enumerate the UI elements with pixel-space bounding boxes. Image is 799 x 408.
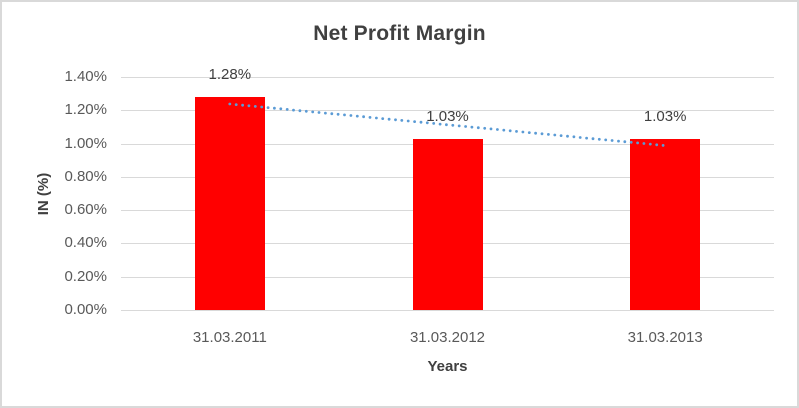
bar — [194, 96, 265, 310]
y-tick-label: 0.80% — [64, 167, 107, 185]
trendline-dot — [527, 131, 531, 135]
trendline-dot — [540, 132, 544, 136]
trendline-dot — [343, 113, 346, 117]
trendline-dot — [617, 139, 620, 143]
trendline-dot — [547, 133, 550, 136]
trendline-dot — [330, 112, 334, 116]
x-tick-label: 31.03.2013 — [627, 329, 703, 346]
trendline-dot — [591, 137, 595, 141]
trendline-dot — [508, 129, 512, 133]
trendline-dot — [483, 126, 487, 130]
trendline-dot — [559, 134, 563, 138]
trendline-dot — [515, 130, 518, 133]
trendline-dot — [349, 114, 353, 117]
x-tick-label: 31.03.2012 — [409, 329, 486, 346]
trendline-dot — [521, 130, 525, 134]
trendline-dot — [585, 136, 588, 140]
trendline-dot — [572, 135, 576, 139]
y-tick-label: 0.40% — [64, 234, 107, 252]
trendline-dot — [566, 134, 569, 138]
trendline-dot — [324, 111, 327, 115]
trendline-dot — [610, 139, 614, 142]
trendline-dot — [336, 112, 340, 116]
trendline-dot — [534, 131, 537, 135]
bar-data-label: 1.03% — [426, 107, 469, 125]
bar-data-label: 1.28% — [208, 65, 252, 83]
chart-title: Net Profit Margin — [313, 22, 486, 45]
y-axis-title: IN (%) — [35, 172, 52, 215]
y-tick-label: 1.00% — [64, 134, 107, 152]
bar-data-label: 1.03% — [643, 107, 687, 125]
x-tick-label: 31.03.2011 — [192, 329, 267, 346]
gridline — [121, 310, 774, 311]
x-axis-title: Years — [427, 358, 468, 375]
trendline-dot — [381, 117, 385, 120]
bar — [630, 138, 701, 310]
trendline-dot — [476, 126, 480, 130]
trendline-dot — [597, 137, 601, 141]
trendline-dot — [273, 106, 276, 110]
trendline-dot — [470, 125, 474, 129]
trendline-dot — [355, 114, 359, 118]
gridline — [121, 77, 774, 78]
y-tick-label: 0.20% — [64, 267, 107, 285]
trendline-dot — [578, 136, 582, 139]
trendline-dot — [502, 128, 506, 132]
gridline — [121, 110, 774, 112]
y-tick-label: 1.40% — [64, 68, 107, 85]
trendline-dot — [266, 106, 270, 109]
y-tick-label: 0.00% — [64, 301, 107, 318]
y-tick-label: 0.60% — [64, 201, 107, 219]
trendline-dot — [362, 115, 365, 119]
trendline-dot — [375, 116, 378, 120]
trendline-dot — [553, 133, 557, 137]
trendline-dot — [604, 138, 608, 142]
trendline-dot — [317, 111, 321, 114]
trendline-dot — [489, 127, 493, 131]
trendline-dot — [368, 116, 372, 119]
y-tick-label: 1.20% — [64, 101, 107, 119]
bar — [412, 138, 483, 310]
trendline-dot — [496, 128, 499, 131]
